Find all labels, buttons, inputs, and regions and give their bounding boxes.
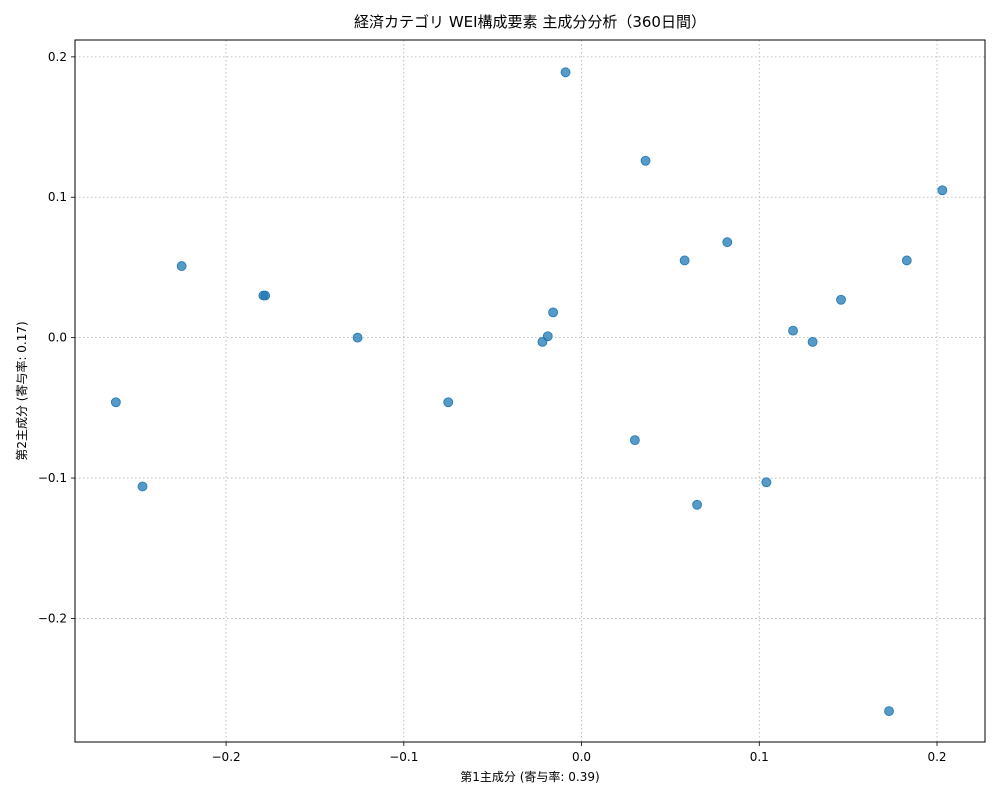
scatter-point: [761, 477, 772, 488]
scatter-point: [884, 706, 894, 717]
scatter-point: [560, 67, 571, 78]
data-points: [110, 67, 948, 717]
scatter-point: [640, 155, 651, 166]
chart-title: 経済カテゴリ WEI構成要素 主成分分析（360日間）: [354, 13, 706, 31]
y-axis-label: 第2主成分 (寄与率: 0.17): [14, 321, 29, 460]
y-tick-label: −0.1: [38, 471, 67, 485]
y-axis-ticks: −0.2 −0.1 0.0 0.1 0.2: [38, 50, 75, 625]
scatter-point: [629, 435, 640, 446]
y-tick-label: 0.1: [48, 190, 67, 204]
scatter-point: [137, 481, 148, 492]
x-tick-label: −0.1: [389, 750, 418, 764]
scatter-point: [692, 499, 702, 510]
y-tick-label: 0.2: [48, 50, 67, 64]
scatter-point: [788, 325, 798, 336]
scatter-point: [548, 307, 559, 318]
scatter-point: [901, 255, 912, 266]
x-tick-label: 0.2: [927, 750, 946, 764]
plot-frame: [74, 39, 986, 743]
x-tick-label: −0.2: [212, 750, 241, 764]
grid: [75, 40, 985, 742]
x-axis-label: 第1主成分 (寄与率: 0.39): [460, 769, 599, 784]
y-tick-label: 0.0: [48, 331, 67, 345]
scatter-point: [937, 185, 948, 196]
scatter-point: [836, 294, 846, 305]
x-tick-label: 0.1: [750, 750, 769, 764]
y-tick-label: −0.2: [38, 611, 67, 625]
scatter-point: [542, 331, 553, 342]
scatter-point: [679, 255, 690, 266]
scatter-point: [352, 332, 363, 343]
scatter-point: [443, 397, 454, 408]
x-axis-ticks: −0.2 −0.1 0.0 0.1 0.2: [212, 742, 947, 764]
scatter-point: [807, 336, 818, 347]
scatter-point: [722, 237, 733, 248]
scatter-point: [260, 290, 271, 301]
scatter-point: [110, 397, 121, 408]
scatter-point: [176, 261, 187, 271]
x-tick-label: 0.0: [572, 750, 591, 764]
